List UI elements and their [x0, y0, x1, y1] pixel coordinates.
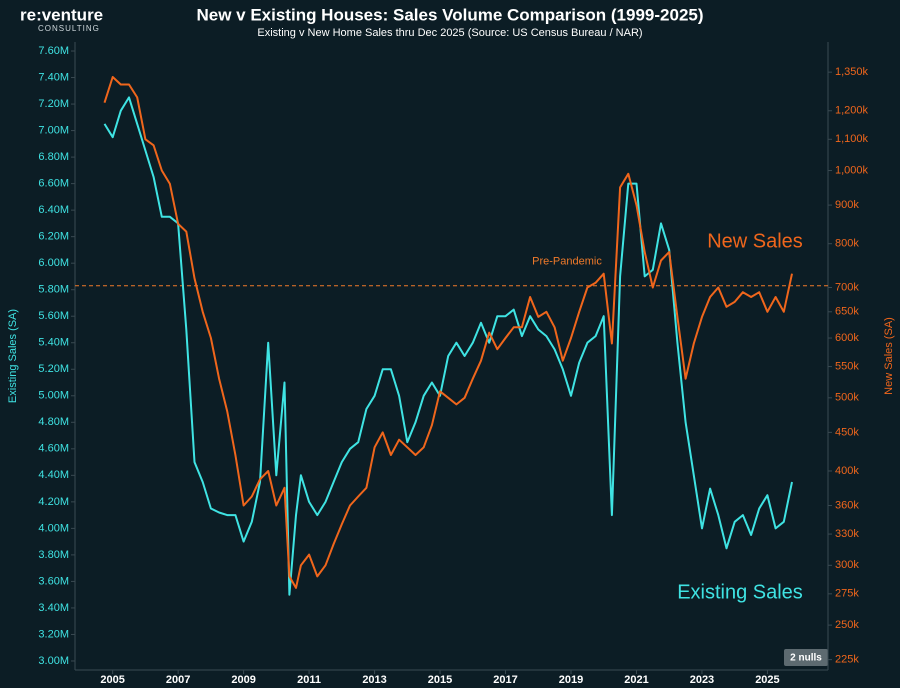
- y-tick-label: 5.60M: [38, 310, 69, 322]
- y-tick-label: 3.20M: [38, 628, 69, 640]
- y2-tick-label: 900k: [835, 199, 859, 211]
- y-tick-label: 7.60M: [38, 45, 69, 57]
- y2-tick-label: 550k: [835, 360, 859, 372]
- x-tick-label: 2011: [297, 674, 321, 686]
- x-tick-label: 2025: [755, 674, 779, 686]
- y-tick-label: 6.60M: [38, 178, 69, 190]
- x-tick-label: 2021: [624, 674, 648, 686]
- y2-tick-label: 1,000k: [835, 164, 869, 176]
- y2-tick-label: 600k: [835, 332, 859, 344]
- series-line: [103, 96, 793, 596]
- y-tick-label: 4.20M: [38, 496, 69, 508]
- y-tick-label: 5.40M: [38, 337, 69, 349]
- x-tick-label: 2005: [100, 674, 124, 686]
- y-tick-label: 7.00M: [38, 124, 69, 136]
- series-line: [103, 76, 793, 589]
- y2-tick-label: 330k: [835, 528, 859, 540]
- y2-tick-label: 225k: [835, 654, 859, 666]
- y-tick-label: 4.40M: [38, 469, 69, 481]
- y2-tick-label: 650k: [835, 306, 859, 318]
- y2-tick-label: 360k: [835, 499, 859, 511]
- y2-tick-label: 300k: [835, 559, 859, 571]
- y-tick-label: 3.00M: [38, 655, 69, 667]
- brand-tagline: CONSULTING: [38, 24, 100, 33]
- x-tick-label: 2017: [493, 674, 517, 686]
- series-label: Existing Sales: [677, 581, 803, 603]
- null-note: 2 nulls: [790, 653, 822, 664]
- y-tick-label: 6.00M: [38, 257, 69, 269]
- y2-tick-label: 500k: [835, 392, 859, 404]
- y2-tick-label: 275k: [835, 588, 859, 600]
- y-tick-label: 4.00M: [38, 522, 69, 534]
- x-tick-label: 2009: [231, 674, 255, 686]
- y-tick-label: 6.20M: [38, 231, 69, 243]
- y-tick-label: 3.80M: [38, 549, 69, 561]
- series-label: New Sales: [707, 230, 803, 252]
- y-tick-label: 7.20M: [38, 98, 69, 110]
- y2-tick-label: 1,350k: [835, 66, 869, 78]
- y-tick-label: 5.00M: [38, 390, 69, 402]
- y2-tick-label: 400k: [835, 465, 859, 477]
- y2-tick-label: 450k: [835, 426, 859, 438]
- y-tick-label: 7.40M: [38, 71, 69, 83]
- y-tick-label: 3.60M: [38, 575, 69, 587]
- y-tick-label: 4.80M: [38, 416, 69, 428]
- y2-tick-label: 800k: [835, 238, 859, 250]
- y-tick-label: 5.80M: [38, 284, 69, 296]
- y-tick-label: 5.20M: [38, 363, 69, 375]
- y2-tick-label: 700k: [835, 281, 859, 293]
- y-tick-label: 3.40M: [38, 602, 69, 614]
- chart-subtitle: Existing v New Home Sales thru Dec 2025 …: [257, 27, 642, 39]
- y-tick-label: 4.60M: [38, 443, 69, 455]
- chart-title: New v Existing Houses: Sales Volume Comp…: [196, 5, 703, 24]
- y-tick-label: 6.80M: [38, 151, 69, 163]
- y-tick-label: 6.40M: [38, 204, 69, 216]
- x-tick-label: 2015: [428, 674, 452, 686]
- x-tick-label: 2007: [166, 674, 190, 686]
- y2-tick-label: 250k: [835, 619, 859, 631]
- x-tick-label: 2019: [559, 674, 583, 686]
- x-tick-label: 2023: [690, 674, 714, 686]
- y2-tick-label: 1,100k: [835, 133, 869, 145]
- null-badge: [784, 649, 828, 666]
- brand-name: re:venture: [20, 5, 103, 24]
- y2-axis-label: New Sales (SA): [883, 317, 895, 395]
- x-tick-label: 2013: [362, 674, 386, 686]
- y2-tick-label: 1,200k: [835, 105, 869, 117]
- reference-label: Pre-Pandemic: [532, 256, 602, 268]
- y-axis-label: Existing Sales (SA): [7, 309, 19, 403]
